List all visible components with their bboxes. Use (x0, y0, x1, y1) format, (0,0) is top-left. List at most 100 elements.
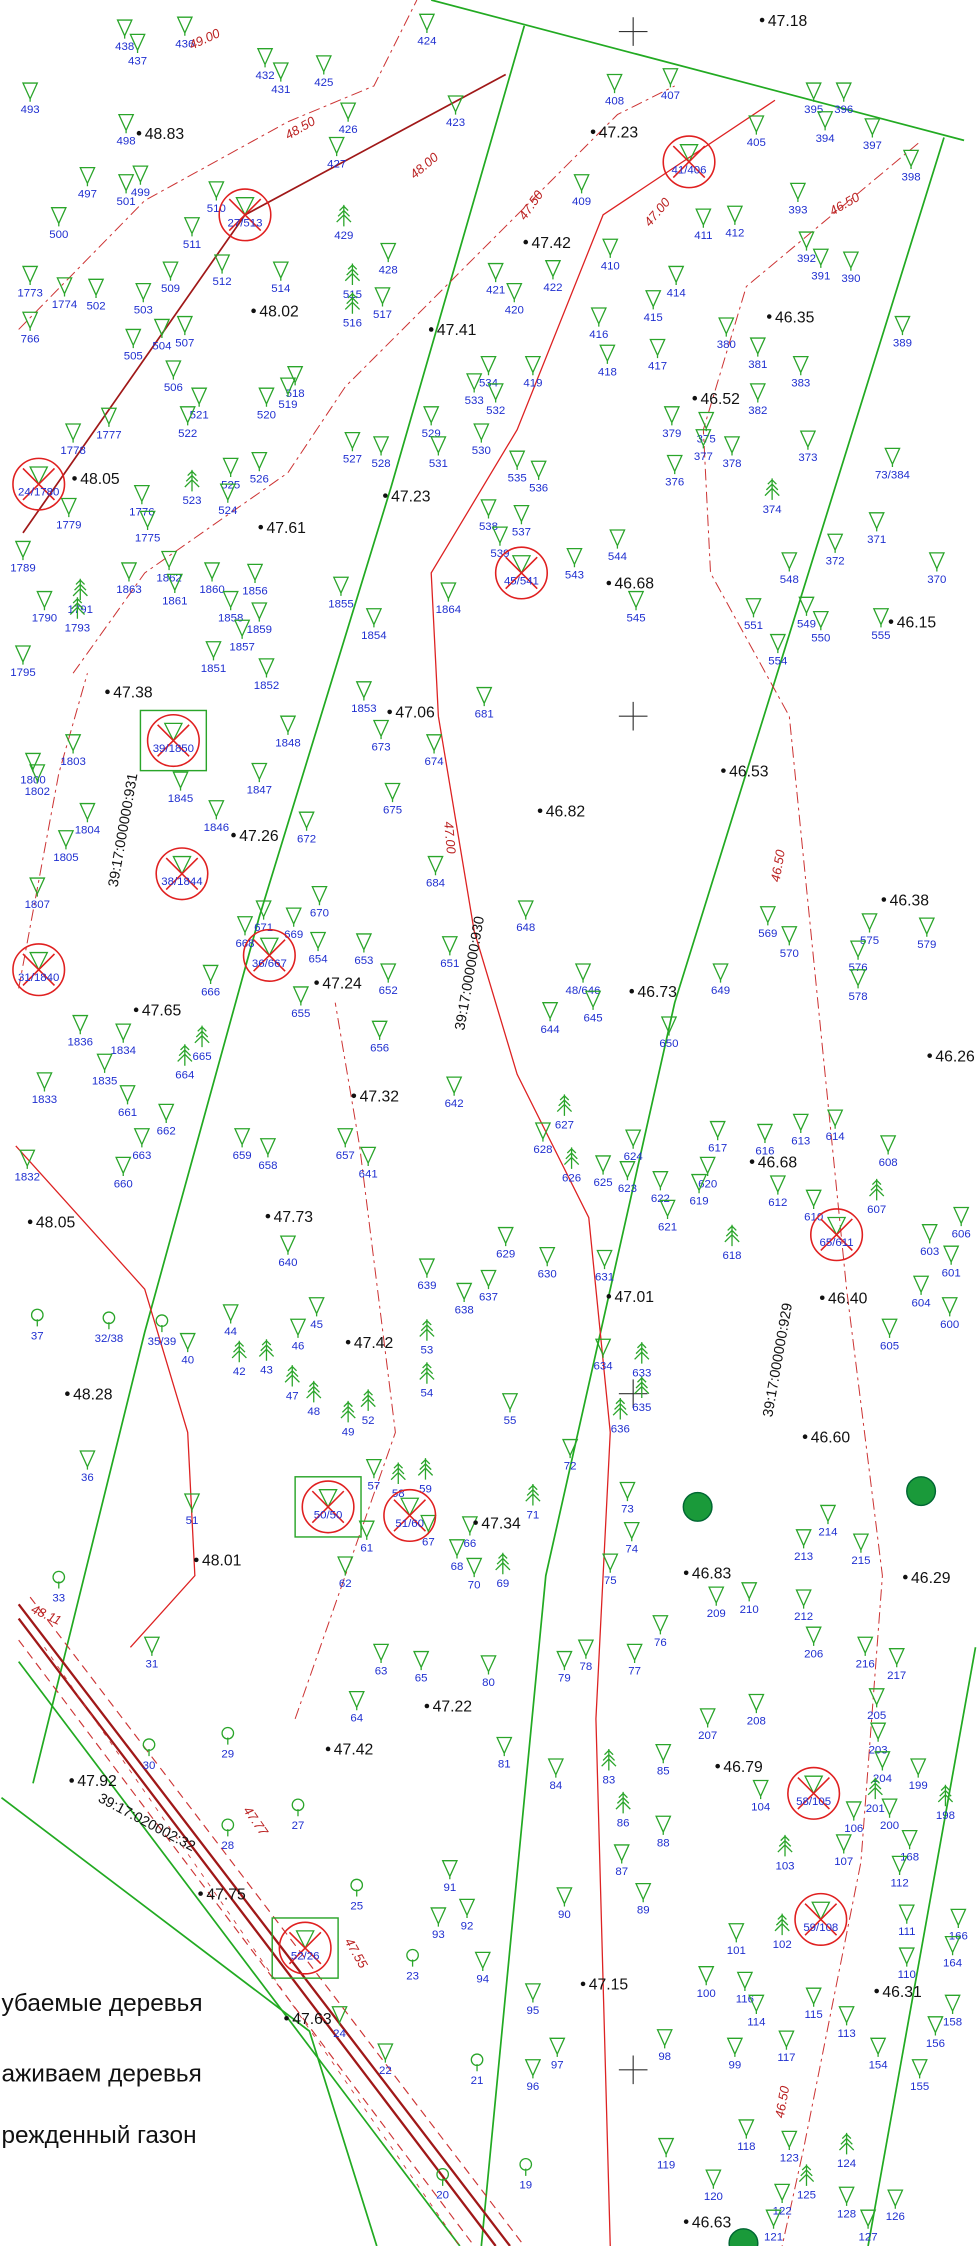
tree-number: 212 (794, 1611, 813, 1623)
tree-number: 36 (81, 1472, 94, 1484)
tree-number: 423 (446, 117, 465, 129)
tree-number: 432 (255, 70, 274, 82)
tree-number: 36/667 (252, 958, 287, 970)
tree-number: 627 (555, 1120, 574, 1132)
spot-point (750, 1159, 755, 1164)
tree-number: 532 (486, 405, 505, 417)
tree-number: 640 (278, 1257, 297, 1269)
tree-number: 639 (417, 1280, 436, 1292)
spot-point (715, 1764, 720, 1769)
tree-number: 651 (440, 958, 459, 970)
tree-number: 661 (118, 1107, 137, 1119)
tree-number: 630 (538, 1269, 557, 1281)
tree-number: 93 (432, 1929, 445, 1941)
spot-point (28, 1220, 33, 1225)
tree-number: 660 (114, 1178, 133, 1190)
spot-point (581, 1982, 586, 1987)
spot-point (198, 1891, 203, 1896)
tree-number: 1853 (351, 703, 376, 715)
spot-height: 47.73 (274, 1209, 314, 1226)
tree-number: 578 (849, 991, 868, 1003)
tree-number: 208 (747, 1716, 766, 1728)
tree-number: 1858 (218, 613, 243, 625)
tree-number: 1789 (10, 563, 35, 575)
tree-number: 1863 (116, 584, 141, 596)
tree-number: 63 (375, 1665, 388, 1677)
tree-number: 663 (132, 1150, 151, 1162)
tree-number: 652 (379, 985, 398, 997)
spot-point (105, 690, 110, 695)
tree-number: 512 (213, 276, 232, 288)
tree-number: 1832 (15, 1171, 40, 1183)
tree-number: 71 (527, 1509, 540, 1521)
spot-point (251, 309, 256, 314)
tree-number: 1776 (129, 507, 154, 519)
tree-number: 61 (360, 1542, 373, 1554)
tree-number: 115 (805, 2009, 823, 2021)
tree-number: 37 (31, 1330, 44, 1342)
tree-number: 576 (849, 962, 868, 974)
tree-number: 605 (880, 1340, 899, 1352)
tree-number: 527 (343, 454, 362, 466)
tree-number: 1790 (32, 613, 57, 625)
tree-number: 1777 (96, 429, 121, 441)
tree-number: 371 (867, 534, 886, 546)
tree-number: 79 (558, 1673, 571, 1685)
tree-number: 1836 (68, 1037, 93, 1049)
tree-number: 198 (936, 1810, 955, 1822)
tree-number: 500 (49, 229, 68, 241)
tree-number: 168 (900, 1852, 919, 1864)
tree-number: 517 (373, 309, 392, 321)
tree-number: 381 (748, 359, 767, 371)
tree-number: 59 (419, 1484, 432, 1496)
tree-number: 54 (421, 1388, 434, 1400)
tree-number: 96 (527, 2081, 540, 2093)
tree-number: 503 (134, 305, 153, 317)
tree-number: 40 (181, 1355, 194, 1367)
tree-number: 1774 (52, 299, 78, 311)
tree-number: 684 (426, 878, 446, 890)
tree-number: 417 (648, 361, 667, 373)
spot-point (874, 1989, 879, 1994)
tree-number: 1855 (328, 598, 353, 610)
tree-number: 126 (886, 2211, 905, 2223)
tree-number: 158 (943, 2016, 962, 2028)
tree-number: 601 (942, 1267, 961, 1279)
tree-number: 370 (927, 574, 946, 586)
tree-number: 114 (747, 2016, 766, 2028)
tree-number: 1802 (25, 786, 50, 798)
tree-number: 681 (475, 709, 494, 721)
tree-number: 641 (359, 1168, 378, 1180)
spot-point (69, 1778, 74, 1783)
spot-height: 47.23 (599, 125, 639, 142)
page: {"spot_heights":["47.18","48.83","47.23"… (0, 0, 977, 2246)
tree-number: 614 (826, 1131, 846, 1143)
tree-number: 650 (659, 1038, 678, 1050)
tree-number: 437 (128, 55, 147, 67)
tree-number: 635 (632, 1402, 651, 1414)
tree-number: 380 (717, 339, 736, 351)
spot-point (65, 1391, 70, 1396)
tree-number: 613 (791, 1135, 810, 1147)
tree-number: 1793 (65, 623, 90, 635)
spot-height: 46.52 (700, 391, 739, 408)
tree-number: 617 (708, 1143, 727, 1155)
tree-number: 127 (859, 2231, 878, 2243)
tree-number: 426 (339, 124, 358, 136)
spot-height: 47.06 (395, 705, 435, 722)
tree-number: 619 (690, 1196, 709, 1208)
tree-number: 382 (748, 405, 767, 417)
tree-number: 604 (912, 1297, 932, 1309)
spot-height: 47.92 (77, 1773, 116, 1790)
spot-height: 47.24 (322, 975, 362, 992)
contour-label: 47.00 (441, 821, 459, 855)
tree-number: 113 (837, 2028, 855, 2040)
tree-number: 658 (258, 1160, 277, 1172)
tree-number: 98 (658, 2051, 671, 2063)
tree-number: 409 (572, 196, 591, 208)
tree-number: 659 (233, 1150, 252, 1162)
tree-number: 653 (354, 955, 373, 967)
tree-number: 374 (763, 504, 783, 516)
tree-number: 1805 (53, 852, 78, 864)
tree-number: 638 (455, 1305, 474, 1317)
